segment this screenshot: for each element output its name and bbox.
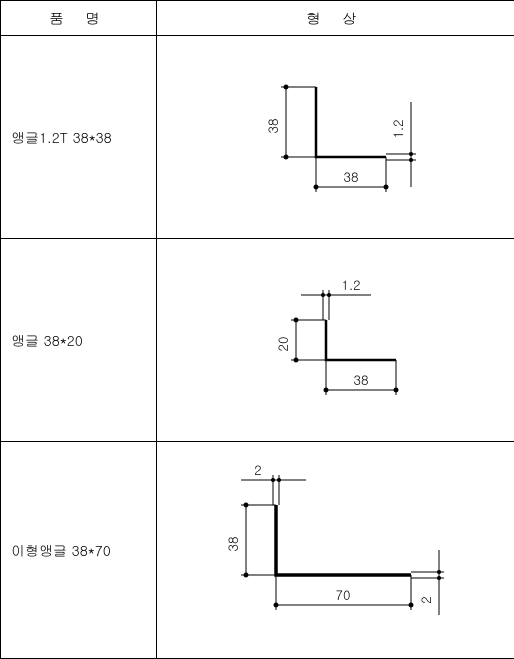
dim-thickness-right: 2: [411, 550, 444, 615]
angle-diagram: 38 38: [206, 47, 466, 227]
angle-diagram: 38 70: [186, 450, 486, 650]
dim-thickness-right: 1.2: [386, 102, 416, 187]
table-header-row: 품 명 형 상: [1, 1, 514, 36]
dim-bottom: 38: [323, 360, 398, 395]
item-shape: 20 38: [157, 239, 514, 442]
angle-diagram: 20 38: [206, 250, 466, 430]
item-name: 앵글1.2T 38*38: [1, 36, 157, 239]
table-row: 앵글 38*20 20: [1, 239, 514, 442]
item-name: 이형앵글 38*70: [1, 442, 157, 659]
dim-left: 38: [263, 85, 316, 160]
dim-label: 38: [343, 167, 358, 186]
item-name: 앵글 38*20: [1, 239, 157, 442]
angle-profile: [326, 320, 396, 360]
dim-label: 2: [254, 460, 261, 479]
dim-label: 38: [263, 119, 282, 134]
angle-profile: [316, 87, 386, 157]
dim-label: 1.2: [388, 119, 407, 138]
header-name: 품 명: [1, 1, 157, 36]
dim-thickness-top: 2: [241, 460, 306, 505]
table-row: 앵글1.2T 38*38 38: [1, 36, 514, 239]
dim-bottom: 38: [313, 157, 388, 192]
dim-bottom: 70: [273, 575, 413, 610]
dim-thickness-top: 1.2: [301, 275, 371, 320]
angle-spec-table: 품 명 형 상 앵글1.2T 38*38 38: [0, 0, 514, 659]
dim-label: 2: [416, 596, 435, 603]
dim-label: 20: [273, 337, 292, 352]
dim-label: 38: [353, 370, 368, 389]
item-shape: 38 70: [157, 442, 514, 659]
item-shape: 38 38: [157, 36, 514, 239]
table-row: 이형앵글 38*70 38: [1, 442, 514, 659]
dim-label: 70: [335, 585, 350, 604]
dim-label: 1.2: [341, 275, 360, 294]
angle-profile: [276, 505, 411, 575]
header-shape: 형 상: [157, 1, 514, 36]
dim-left: 38: [223, 503, 276, 578]
dim-left: 20: [273, 318, 326, 363]
dim-label: 38: [223, 537, 242, 552]
